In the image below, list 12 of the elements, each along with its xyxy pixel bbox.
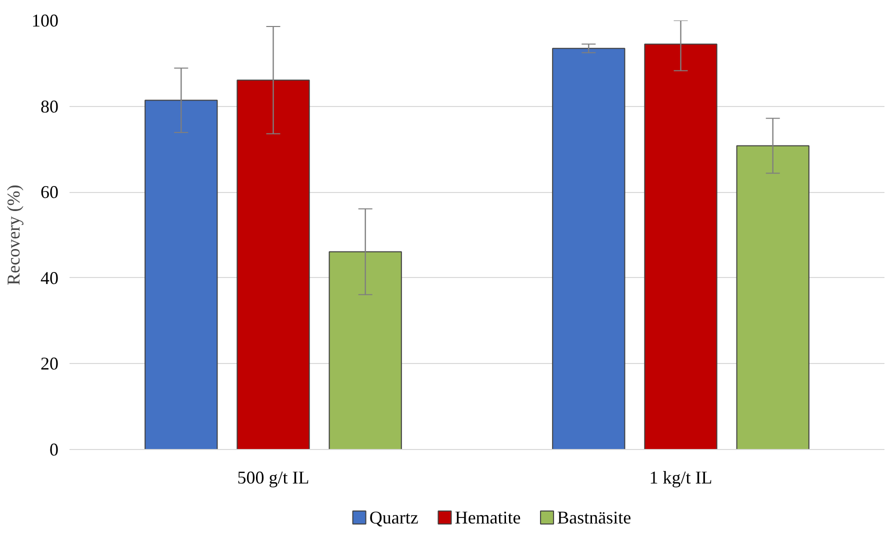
y-tick-label: 100 <box>32 10 58 30</box>
x-tick-label: 1 kg/t IL <box>649 468 712 488</box>
x-tick-label: 500 g/t IL <box>237 468 310 488</box>
y-tick-label: 80 <box>40 96 58 116</box>
y-tick-label: 60 <box>40 182 58 202</box>
y-tick-label: 20 <box>40 354 58 374</box>
y-axis-title: Recovery (%) <box>4 184 24 286</box>
legend-label: Hematite <box>454 508 521 528</box>
legend-label: Quartz <box>369 508 418 528</box>
y-tick-label: 40 <box>40 268 58 288</box>
y-tick-label: 0 <box>50 440 58 460</box>
legend-label: Bastnäsite <box>557 508 632 528</box>
